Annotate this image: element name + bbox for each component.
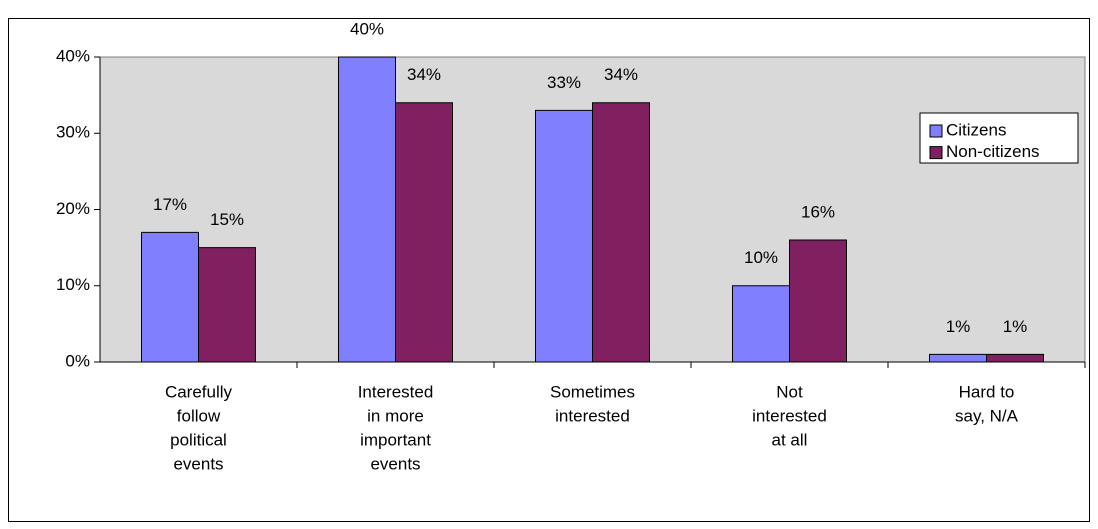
x-tick-label: events: [370, 454, 420, 473]
y-tick-label: 30%: [56, 123, 90, 142]
x-tick-label: Hard to: [959, 382, 1015, 401]
x-tick-label: important: [360, 430, 431, 449]
y-tick-label: 40%: [56, 46, 90, 65]
x-tick-label: in more: [367, 406, 424, 425]
bar: [986, 353, 1044, 363]
bar: [592, 102, 650, 363]
y-tick-label: 10%: [56, 275, 90, 294]
bar: [732, 285, 790, 363]
legend-box: [919, 112, 1079, 164]
x-tick-label: at all: [772, 430, 808, 449]
value-label: 40%: [350, 19, 384, 38]
bar: [929, 353, 987, 363]
legend-swatch: [929, 124, 943, 138]
bar: [338, 56, 396, 363]
bar: [198, 247, 256, 363]
legend-label: Non-citizens: [946, 142, 1040, 161]
x-tick-label: Interested: [358, 382, 434, 401]
bar: [789, 239, 847, 363]
value-label: 15%: [210, 210, 244, 229]
value-label: 10%: [744, 248, 778, 267]
x-tick-label: follow: [177, 406, 221, 425]
y-tick-label: 0%: [65, 351, 90, 370]
bar: [535, 109, 593, 363]
bar: [141, 231, 199, 363]
value-label: 33%: [547, 73, 581, 92]
x-tick-label: events: [173, 454, 223, 473]
value-label: 16%: [801, 202, 835, 221]
bar: [395, 102, 453, 363]
y-tick-label: 20%: [56, 199, 90, 218]
value-label: 34%: [407, 65, 441, 84]
value-label: 1%: [946, 317, 971, 336]
value-label: 34%: [604, 65, 638, 84]
x-tick-label: interested: [555, 406, 630, 425]
value-label: 1%: [1003, 317, 1028, 336]
legend-swatch: [929, 146, 943, 160]
x-tick-label: say, N/A: [955, 406, 1019, 425]
x-tick-label: Not: [776, 382, 803, 401]
x-tick-label: Carefully: [165, 382, 233, 401]
x-tick-label: interested: [752, 406, 827, 425]
x-tick-label: political: [170, 430, 227, 449]
legend-label: Citizens: [946, 120, 1006, 139]
value-label: 17%: [153, 195, 187, 214]
x-tick-label: Sometimes: [550, 382, 635, 401]
